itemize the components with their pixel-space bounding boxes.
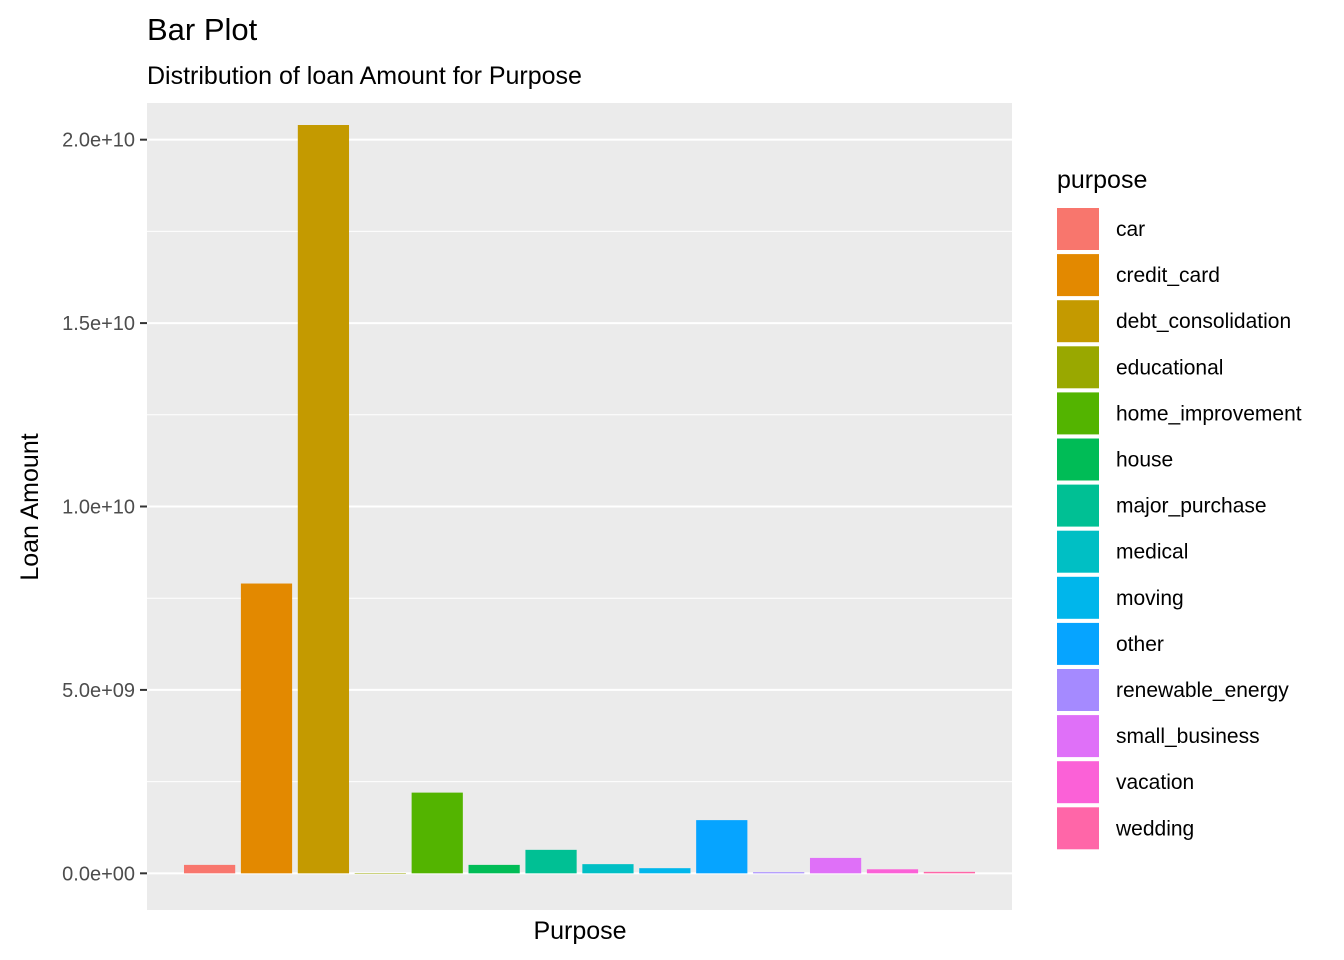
bar-major-purchase (525, 849, 577, 874)
legend-key-home-improvement (1057, 392, 1099, 435)
legend-label: moving (1116, 587, 1184, 610)
y-tick-label: 2.0e+10 (62, 130, 135, 152)
y-tick-label: 1.0e+10 (62, 497, 135, 519)
legend-key-small-business (1057, 715, 1099, 758)
bar-small-business (809, 857, 862, 874)
bar-credit-card (240, 583, 293, 874)
legend-label: house (1116, 449, 1173, 472)
legend-key-credit-card (1057, 254, 1099, 297)
legend-label: credit_card (1116, 264, 1220, 287)
legend-label: renewable_energy (1116, 679, 1289, 702)
legend-label: debt_consolidation (1116, 310, 1291, 333)
legend-key-medical (1057, 530, 1099, 573)
bar-house (468, 864, 520, 874)
legend-label: small_business (1116, 725, 1260, 748)
legend-key-debt-consolidation (1057, 300, 1099, 343)
legend-key-other (1057, 622, 1099, 665)
legend-label: vacation (1116, 771, 1194, 794)
legend-key-vacation (1057, 761, 1099, 804)
y-axis-ticks: 0.0e+00 5.0e+09 1.0e+10 1.5e+10 2.0e+10 (62, 130, 147, 885)
bar-educational (354, 873, 406, 874)
legend-label: major_purchase (1116, 495, 1267, 518)
legend-key-major-purchase (1057, 484, 1099, 527)
legend-key-car (1057, 208, 1099, 250)
bar-other (696, 820, 748, 874)
legend: car credit_card debt_consolidation educatio… (1057, 208, 1302, 850)
bar-vacation (866, 869, 919, 874)
legend-key-educational (1057, 346, 1099, 389)
legend-label: educational (1116, 356, 1223, 379)
bar-debt-consolidation (297, 125, 350, 874)
y-tick-label: 1.5e+10 (62, 313, 135, 335)
legend-title: purpose (1057, 166, 1147, 194)
y-tick-label: 5.0e+09 (62, 680, 135, 702)
y-tick-label: 0.0e+00 (62, 863, 135, 885)
bars (183, 125, 976, 874)
legend-label: medical (1116, 541, 1188, 564)
bar-car (183, 864, 236, 874)
legend-label: car (1116, 218, 1145, 241)
legend-key-moving (1057, 576, 1099, 619)
chart-title: Bar Plot (147, 12, 258, 47)
legend-label: other (1116, 633, 1164, 656)
bar-moving (639, 868, 691, 874)
bar-home-improvement (411, 792, 463, 874)
legend-label: wedding (1115, 817, 1194, 840)
bar-medical (582, 864, 634, 874)
y-axis-title: Loan Amount (16, 433, 44, 580)
legend-key-wedding (1057, 807, 1099, 850)
gridlines (147, 138, 1012, 875)
bar-wedding (923, 871, 976, 874)
x-axis-title: Purpose (533, 917, 626, 945)
chart-subtitle: Distribution of loan Amount for Purpose (147, 62, 582, 90)
legend-key-house (1057, 438, 1099, 481)
legend-key-renewable-energy (1057, 669, 1099, 711)
legend-label: home_improvement (1116, 402, 1302, 425)
bar-renewable-energy (753, 872, 805, 874)
